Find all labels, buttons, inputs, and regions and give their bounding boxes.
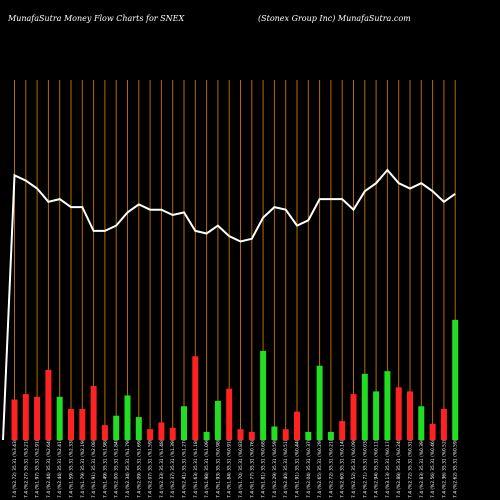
x-tick-label: 7.4 (%2.40) 35.31 (%0.51) bbox=[283, 439, 289, 498]
x-tick-label: 7.4 (%2.27) 35.31 (%3.21) bbox=[23, 439, 29, 498]
x-tick-label: 7.4 (%1.98) 35.31 (%1.09) bbox=[204, 439, 210, 498]
bar-22 bbox=[248, 431, 255, 440]
bar-28 bbox=[316, 365, 323, 440]
x-tick-label: 7.4 (%2.65) 35.31 (%0.29) bbox=[317, 439, 323, 498]
bar-5 bbox=[56, 396, 63, 440]
x-tick-label: 7.4 (%1.97) 35.31 (%2.91) bbox=[35, 439, 41, 498]
line-layer bbox=[2, 168, 456, 441]
x-tick-label: 7.4 (%2.09) 35.31 (%1.69) bbox=[136, 439, 142, 498]
x-tick-label: 7.4 (%2.34) 35.31 (%1.79) bbox=[125, 439, 131, 498]
bar-14 bbox=[158, 422, 165, 440]
x-tick-label: 7.4 (%2.41) 35.31 (%1.27) bbox=[182, 439, 188, 498]
bar-15 bbox=[169, 427, 176, 440]
x-tick-label: 7.4 (%1.49) 35.31 (%1.98) bbox=[102, 439, 108, 498]
bar-13 bbox=[147, 429, 154, 440]
bar-35 bbox=[395, 387, 402, 440]
bar-layer bbox=[11, 319, 459, 440]
x-tick-label: 7.4 (%2.72) 35.31 (%0.21) bbox=[328, 439, 334, 498]
bar-33 bbox=[373, 391, 380, 440]
bar-23 bbox=[260, 350, 267, 440]
x-tick-label: 7.4 (%2.37) 35.31 (%1.39) bbox=[170, 439, 176, 498]
x-tick-label: 7.4 (%1.91) 35.31 (%2.08) bbox=[91, 439, 97, 498]
bar-2 bbox=[22, 394, 29, 440]
x-tick-label: 7.4 (%2.00) 35.31 (%1.84) bbox=[114, 439, 120, 498]
bar-6 bbox=[68, 408, 74, 440]
bar-39 bbox=[440, 408, 447, 440]
bar-37 bbox=[418, 406, 425, 440]
x-tick-label: 7.4 (%2.94) 35.31 (%0.11) bbox=[374, 439, 380, 498]
x-tick-label: 7.4 (%3.13) 35.31 (%0.17) bbox=[385, 439, 391, 498]
bar-40 bbox=[452, 319, 459, 440]
bar-10 bbox=[113, 415, 120, 440]
x-tick-label: 7.4 (%2.88) 35.31 (%0.24) bbox=[396, 439, 402, 498]
bar-30 bbox=[339, 421, 346, 440]
bar-1 bbox=[11, 399, 18, 440]
bar-4 bbox=[45, 369, 52, 440]
bar-36 bbox=[407, 391, 413, 440]
x-tick-label: 7.4 (%2.71) 35.31 (%0.03) bbox=[362, 439, 368, 498]
chart-title-right: (Stonex Group Inc) MunafaSutra.com bbox=[258, 14, 411, 23]
chart-title-left: MunafaSutra Money Flow Charts for SNEX bbox=[8, 14, 185, 23]
x-tick-label: 7.4 (%2.56) 35.31 (%0.46) bbox=[430, 439, 436, 498]
x-tick-label: 7.4 (%2.72) 35.31 (%3.43) bbox=[12, 439, 18, 498]
bar-11 bbox=[124, 395, 131, 440]
x-tick-label: 7.4 (%2.44) 35.31 (%2.64) bbox=[46, 439, 52, 498]
bar-7 bbox=[79, 408, 86, 440]
bar-29 bbox=[327, 431, 334, 440]
x-tick-label: 7.4 (%2.72) 35.31 (%0.31) bbox=[408, 439, 414, 498]
x-tick-label: 7.4 (%2.44) 35.31 (%2.41) bbox=[57, 439, 63, 498]
bar-16 bbox=[181, 406, 187, 440]
x-tick-label: 7.4 (%1.70) 35.31 (%0.83) bbox=[238, 439, 244, 498]
bar-20 bbox=[226, 388, 233, 440]
bar-17 bbox=[192, 356, 199, 440]
grid-layer bbox=[14, 80, 456, 440]
bar-34 bbox=[384, 371, 391, 440]
bar-12 bbox=[135, 417, 142, 440]
x-tick-label: 7.4 (%2.36) 35.31 (%0.52) bbox=[441, 439, 447, 498]
bar-25 bbox=[282, 429, 289, 440]
x-tick-label: 7.4 (%2.62) 35.31 (%0.59) bbox=[453, 439, 459, 498]
x-tick-label: 7.4 (%1.84) 35.31 (%0.91) bbox=[227, 439, 233, 498]
x-tick-label: 7.4 (%1.77) 35.31 (%0.76) bbox=[249, 439, 255, 498]
bar-26 bbox=[294, 411, 300, 440]
bar-9 bbox=[101, 425, 108, 440]
x-tick-label: 7.4 (%1.93) 35.31 (%0.98) bbox=[215, 439, 221, 498]
bar-19 bbox=[214, 400, 221, 440]
x-tick-label: 7.4 (%2.52) 35.31 (%0.09) bbox=[351, 439, 357, 498]
bar-38 bbox=[429, 423, 436, 440]
x-tick-label: 7.4 (%1.91) 35.31 (%0.44) bbox=[295, 439, 301, 498]
bar-24 bbox=[271, 426, 278, 440]
bar-21 bbox=[237, 429, 244, 440]
bar-27 bbox=[305, 431, 312, 440]
x-tick-label: 7.4 (%2.07) 35.31 (%1.59) bbox=[148, 439, 154, 498]
bar-8 bbox=[90, 386, 97, 440]
x-tick-label: 7.4 (%2.33) 35.31 (%1.48) bbox=[159, 439, 165, 498]
x-tick-label: 7.4 (%1.81) 35.31 (%0.68) bbox=[261, 439, 267, 498]
x-tick-label: 7.4 (%1.79) 35.31 (%2.19) bbox=[80, 439, 86, 498]
bar-31 bbox=[350, 394, 357, 440]
bar-3 bbox=[34, 396, 41, 440]
bar-18 bbox=[203, 431, 210, 440]
x-tick-label: 7.4 (%2.83) 35.31 (%0.39) bbox=[419, 439, 425, 498]
x-tick-label: 7.4 (%1.63) 35.31 (%1.18) bbox=[193, 439, 199, 498]
x-label-layer: 7.4 (%2.72) 35.31 (%3.43) 7.4 (%2.27) 35.… bbox=[12, 439, 459, 498]
x-tick-label: 7.4 (%2.29) 35.31 (%0.59) bbox=[272, 439, 278, 498]
bar-32 bbox=[361, 373, 368, 440]
money-flow-line bbox=[2, 168, 456, 441]
x-tick-label: 7.4 (%2.04) 35.31 (%0.37) bbox=[306, 439, 312, 498]
x-tick-label: 7.4 (%1.59) 35.31 (%2.33) bbox=[69, 439, 75, 498]
x-tick-label: 7.4 (%2.60) 35.31 (%0.14) bbox=[340, 439, 346, 498]
